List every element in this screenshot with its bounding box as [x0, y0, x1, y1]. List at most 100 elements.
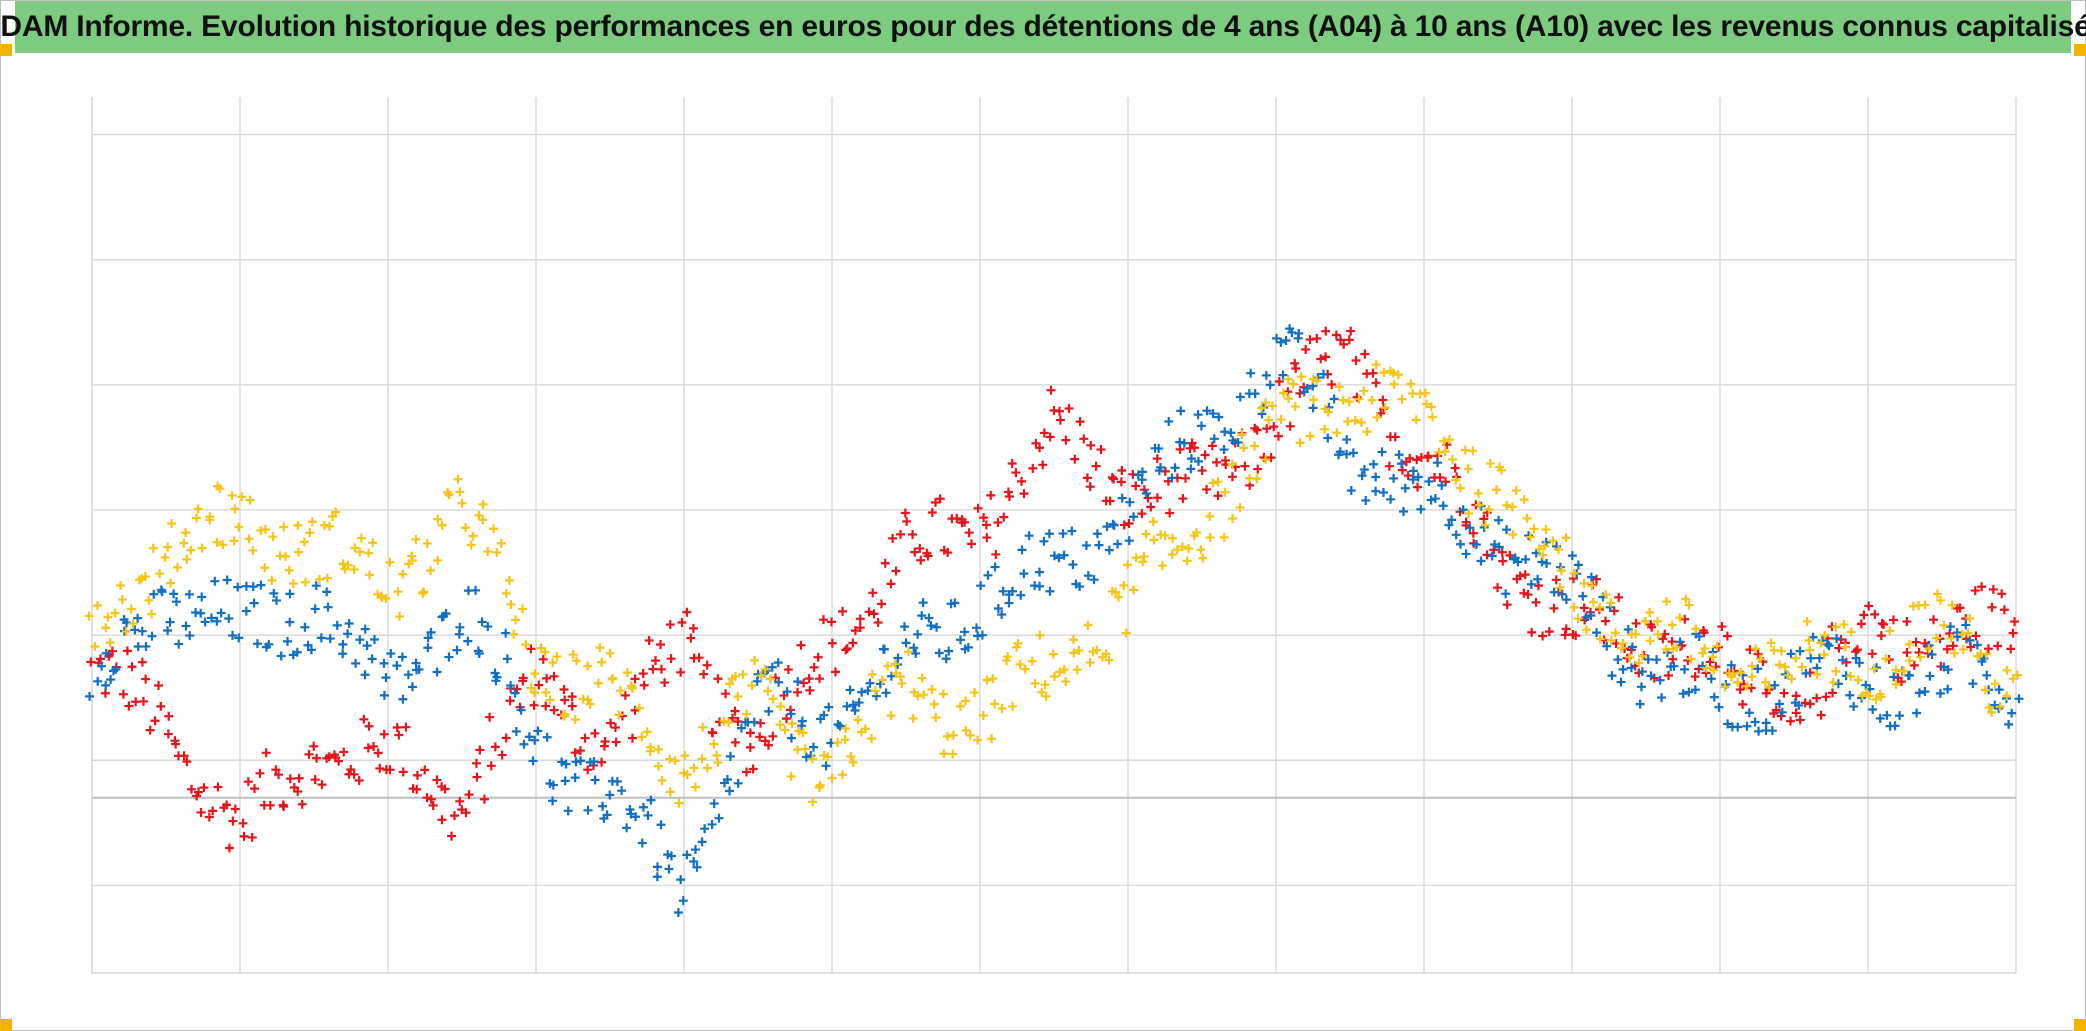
scatter-point — [1371, 360, 1381, 370]
scatter-point — [489, 524, 499, 534]
scatter-point — [95, 654, 105, 664]
scatter-point — [805, 685, 815, 695]
scatter-point — [1233, 437, 1243, 447]
scatter-point — [111, 664, 121, 674]
scatter-point — [199, 783, 209, 793]
scatter-point — [403, 670, 413, 680]
scatter-point — [1943, 665, 1953, 675]
scatter-point — [426, 565, 436, 575]
scatter-point — [1102, 522, 1112, 532]
scatter-point — [167, 518, 177, 528]
scatter-point — [676, 875, 686, 885]
scatter-point — [103, 612, 113, 622]
scatter-point — [230, 504, 240, 514]
scatter-point — [1155, 462, 1165, 472]
scatter-point — [1131, 481, 1141, 491]
scatter-point — [1091, 461, 1101, 471]
scatter-point — [133, 642, 143, 652]
scatter-point — [614, 710, 624, 720]
scatter-point — [157, 587, 167, 597]
scatter-point — [1667, 620, 1677, 630]
scatter-point — [1455, 483, 1465, 493]
scatter-point — [1094, 540, 1104, 550]
scatter-point — [880, 558, 890, 568]
scatter-point — [832, 738, 842, 748]
scatter-point — [1618, 664, 1628, 674]
scatter-point — [1336, 335, 1346, 345]
scatter-point — [261, 748, 271, 758]
scatter-point — [529, 688, 539, 698]
scatter-point — [392, 661, 402, 671]
scatter-point — [1744, 708, 1754, 718]
scatter-point — [147, 609, 157, 619]
scatter-point — [692, 862, 702, 872]
scatter-point — [247, 832, 257, 842]
scatter-point — [227, 490, 237, 500]
scatter-point — [1957, 629, 1967, 639]
scatter-point — [1290, 402, 1300, 412]
scatter-point — [452, 645, 462, 655]
scatter-point — [1178, 494, 1188, 504]
scatter-point — [1932, 589, 1942, 599]
scatter-point — [963, 642, 973, 652]
scatter-point — [1902, 617, 1912, 627]
scatter-point — [1791, 653, 1801, 663]
scatter-point — [346, 764, 356, 774]
scatter-point — [1854, 658, 1864, 668]
scatter-point — [1264, 415, 1274, 425]
scatter-point — [1406, 379, 1416, 389]
scatter-point — [1864, 691, 1874, 701]
scatter-point — [1895, 711, 1905, 721]
scatter-point — [297, 799, 307, 809]
scatter-point — [475, 745, 485, 755]
scatter-point — [775, 720, 785, 730]
scatter-point — [748, 764, 758, 774]
scatter-point — [575, 746, 585, 756]
corner-mark-top-right — [2074, 44, 2086, 56]
scatter-point — [697, 837, 707, 847]
scatter-point — [1494, 515, 1504, 525]
scatter-point — [572, 656, 582, 666]
scatter-point — [1606, 635, 1616, 645]
scatter-point — [1262, 424, 1272, 434]
scatter-point — [848, 700, 858, 710]
scatter-point — [1069, 648, 1079, 658]
scatter-point — [453, 474, 463, 484]
scatter-point — [988, 674, 998, 684]
scatter-point — [373, 748, 383, 758]
scatter-point — [768, 731, 778, 741]
scatter-point — [105, 638, 115, 648]
scatter-point — [1408, 388, 1418, 398]
scatter-point — [1321, 352, 1331, 362]
scatter-point — [1502, 525, 1512, 535]
scatter-point — [1738, 699, 1748, 709]
scatter-point — [360, 624, 370, 634]
corner-mark-bottom-left — [0, 1019, 12, 1031]
scatter-point — [1124, 518, 1134, 528]
scatter-point — [1579, 578, 1589, 588]
scatter-point — [583, 805, 593, 815]
scatter-point — [682, 850, 692, 860]
scatter-point — [1316, 354, 1326, 364]
scatter-point — [944, 646, 954, 656]
scatter-point — [548, 796, 558, 806]
scatter-point — [1017, 476, 1027, 486]
scatter-point — [106, 675, 116, 685]
scatter-point — [1016, 590, 1026, 600]
scatter-point — [267, 575, 277, 585]
scatter-point — [639, 680, 649, 690]
scatter-point — [478, 499, 488, 509]
scatter-point — [1331, 330, 1341, 340]
scatter-point — [1354, 394, 1364, 404]
scatter-point — [590, 728, 600, 738]
scatter-point — [959, 517, 969, 527]
scatter-point — [1701, 663, 1711, 673]
series-2 — [85, 324, 2024, 918]
scatter-point — [908, 530, 918, 540]
scatter-point — [1035, 630, 1045, 640]
scatter-point — [1196, 545, 1206, 555]
scatter-point — [910, 547, 920, 557]
scatter-point — [2002, 665, 2012, 675]
scatter-point — [285, 589, 295, 599]
